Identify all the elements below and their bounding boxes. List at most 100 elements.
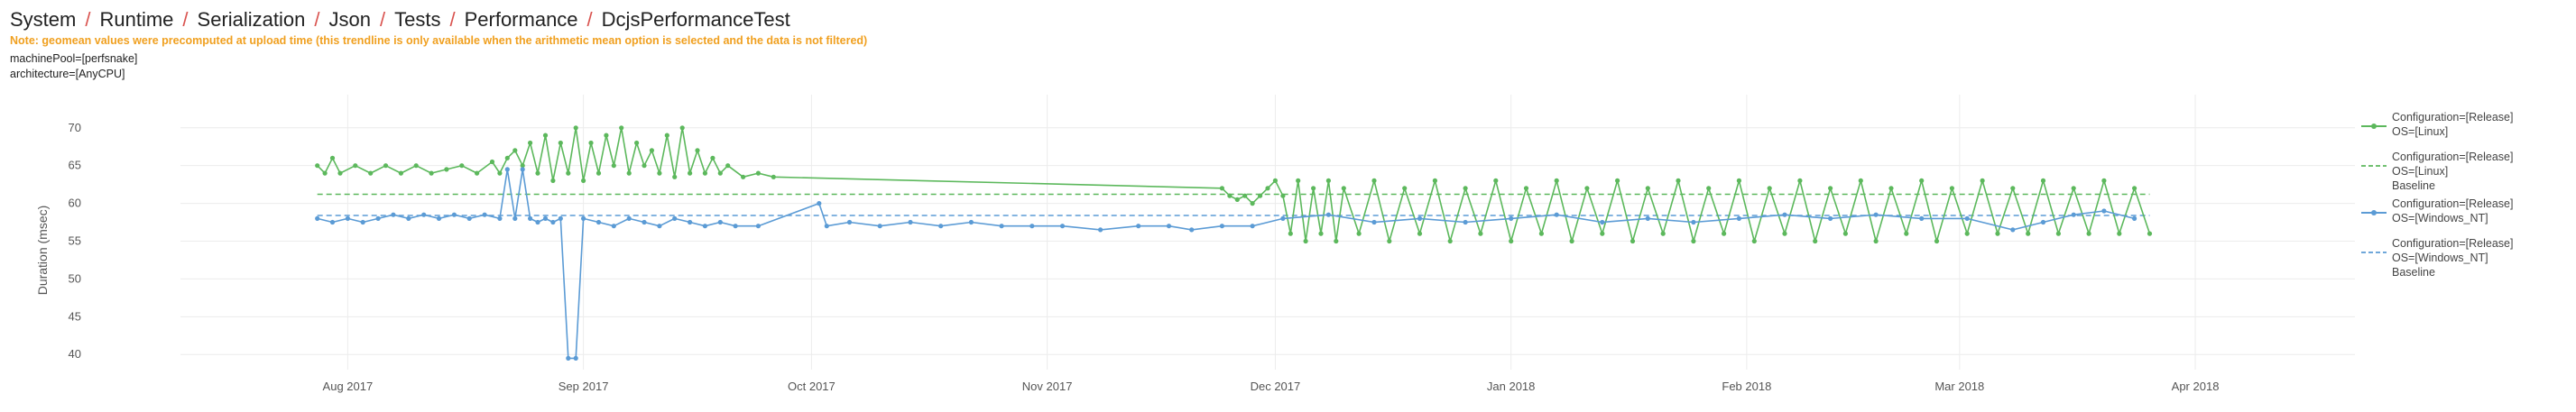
data-point (664, 133, 669, 138)
breadcrumb-item[interactable]: Serialization (197, 8, 306, 31)
data-point (413, 163, 419, 169)
legend-label: OS=[Windows_NT] (2392, 252, 2488, 264)
data-point (1722, 231, 1727, 236)
x-tick-label: Aug 2017 (323, 380, 374, 393)
data-point (1934, 238, 1940, 244)
data-point (459, 163, 465, 169)
data-point (558, 215, 563, 221)
data-point (528, 215, 533, 221)
data-point (1964, 215, 1970, 221)
data-point (345, 215, 350, 221)
data-point (375, 215, 381, 221)
legend-label: Configuration=[Release] (2392, 111, 2513, 124)
data-point (535, 170, 540, 176)
data-point (1447, 238, 1453, 244)
y-tick-label: 50 (69, 271, 81, 285)
data-point (817, 201, 822, 206)
data-point (1888, 186, 1894, 191)
data-point (2132, 186, 2137, 191)
data-point (504, 167, 510, 172)
x-tick-label: Oct 2017 (788, 380, 836, 393)
data-point (1318, 231, 1324, 236)
breadcrumb-separator: / (449, 8, 456, 31)
legend-label: Configuration=[Release] (2392, 151, 2513, 163)
data-point (550, 178, 556, 183)
data-point (2132, 215, 2137, 221)
data-point (475, 170, 480, 176)
legend-label: Configuration=[Release] (2392, 237, 2513, 250)
data-point (1813, 238, 1818, 244)
breadcrumb-separator: / (586, 8, 593, 31)
data-point (626, 215, 632, 221)
data-point (2010, 227, 2016, 233)
data-point (1325, 178, 1331, 183)
legend-label: Baseline (2392, 266, 2435, 279)
data-point (1904, 231, 1909, 236)
x-tick-label: Nov 2017 (1022, 380, 1073, 393)
legend-item[interactable]: Configuration=[Release] OS=[Windows_NT] (2361, 197, 2513, 224)
data-point (1288, 231, 1293, 236)
data-point (1242, 193, 1248, 198)
data-point (1645, 215, 1650, 221)
data-point (520, 163, 525, 169)
data-point (2040, 219, 2046, 225)
y-tick-label: 55 (69, 234, 81, 248)
data-point (596, 219, 602, 225)
legend-item[interactable]: Configuration=[Release] OS=[Windows_NT] Ba… (2361, 237, 2513, 279)
data-point (1554, 178, 1559, 183)
data-point (642, 163, 647, 169)
breadcrumb-item[interactable]: DcjsPerformanceTest (601, 8, 790, 31)
data-point (688, 219, 693, 225)
breadcrumb-item[interactable]: Tests (394, 8, 441, 31)
data-point (1029, 224, 1035, 229)
data-point (512, 148, 518, 153)
data-point (1219, 224, 1224, 229)
data-point (846, 219, 853, 225)
data-point (2086, 231, 2091, 236)
breadcrumb-item[interactable]: Runtime (99, 8, 174, 31)
breadcrumb-item[interactable]: Performance (464, 8, 578, 31)
data-point (1325, 212, 1331, 217)
legend-marker (2371, 210, 2377, 215)
breadcrumb-item[interactable]: Json (328, 8, 371, 31)
breadcrumb-item[interactable]: System (10, 8, 77, 31)
data-point (877, 224, 882, 229)
data-point (634, 140, 640, 146)
data-point (504, 155, 510, 160)
y-axis-label: Duration (msec) (35, 206, 50, 296)
data-point (1554, 212, 1559, 217)
data-point (1660, 231, 1666, 236)
data-point (2026, 231, 2031, 236)
data-point (451, 212, 457, 217)
data-point (406, 215, 411, 221)
data-point (710, 155, 716, 160)
data-point (1645, 186, 1650, 191)
data-point (1964, 231, 1970, 236)
data-point (1356, 231, 1362, 236)
breadcrumb: System / Runtime / Serialization / Json / Tests /… (10, 7, 790, 32)
legend-item[interactable]: Configuration=[Release]OS=[Linux] (2361, 111, 2513, 138)
data-point (1258, 193, 1263, 198)
data-point (550, 219, 556, 225)
data-point (512, 215, 518, 221)
data-point (1676, 178, 1681, 183)
data-point (1751, 238, 1757, 244)
data-point (679, 125, 685, 131)
data-point (1584, 186, 1590, 191)
data-point (1828, 215, 1833, 221)
data-point (1341, 186, 1346, 191)
data-point (1919, 178, 1925, 183)
y-tick-label: 65 (69, 159, 81, 172)
legend-item[interactable]: Configuration=[Release] OS=[Linux]Baselin… (2361, 151, 2513, 192)
data-point (535, 219, 540, 225)
data-point (1736, 178, 1741, 183)
breadcrumb-separator: / (379, 8, 386, 31)
data-point (1828, 186, 1833, 191)
data-point (1493, 178, 1499, 183)
data-point (1538, 231, 1544, 236)
x-tick-label: Jan 2018 (1487, 380, 1536, 393)
data-point (1280, 215, 1286, 221)
x-tick-label: Mar 2018 (1934, 380, 1984, 393)
data-point (649, 148, 655, 153)
